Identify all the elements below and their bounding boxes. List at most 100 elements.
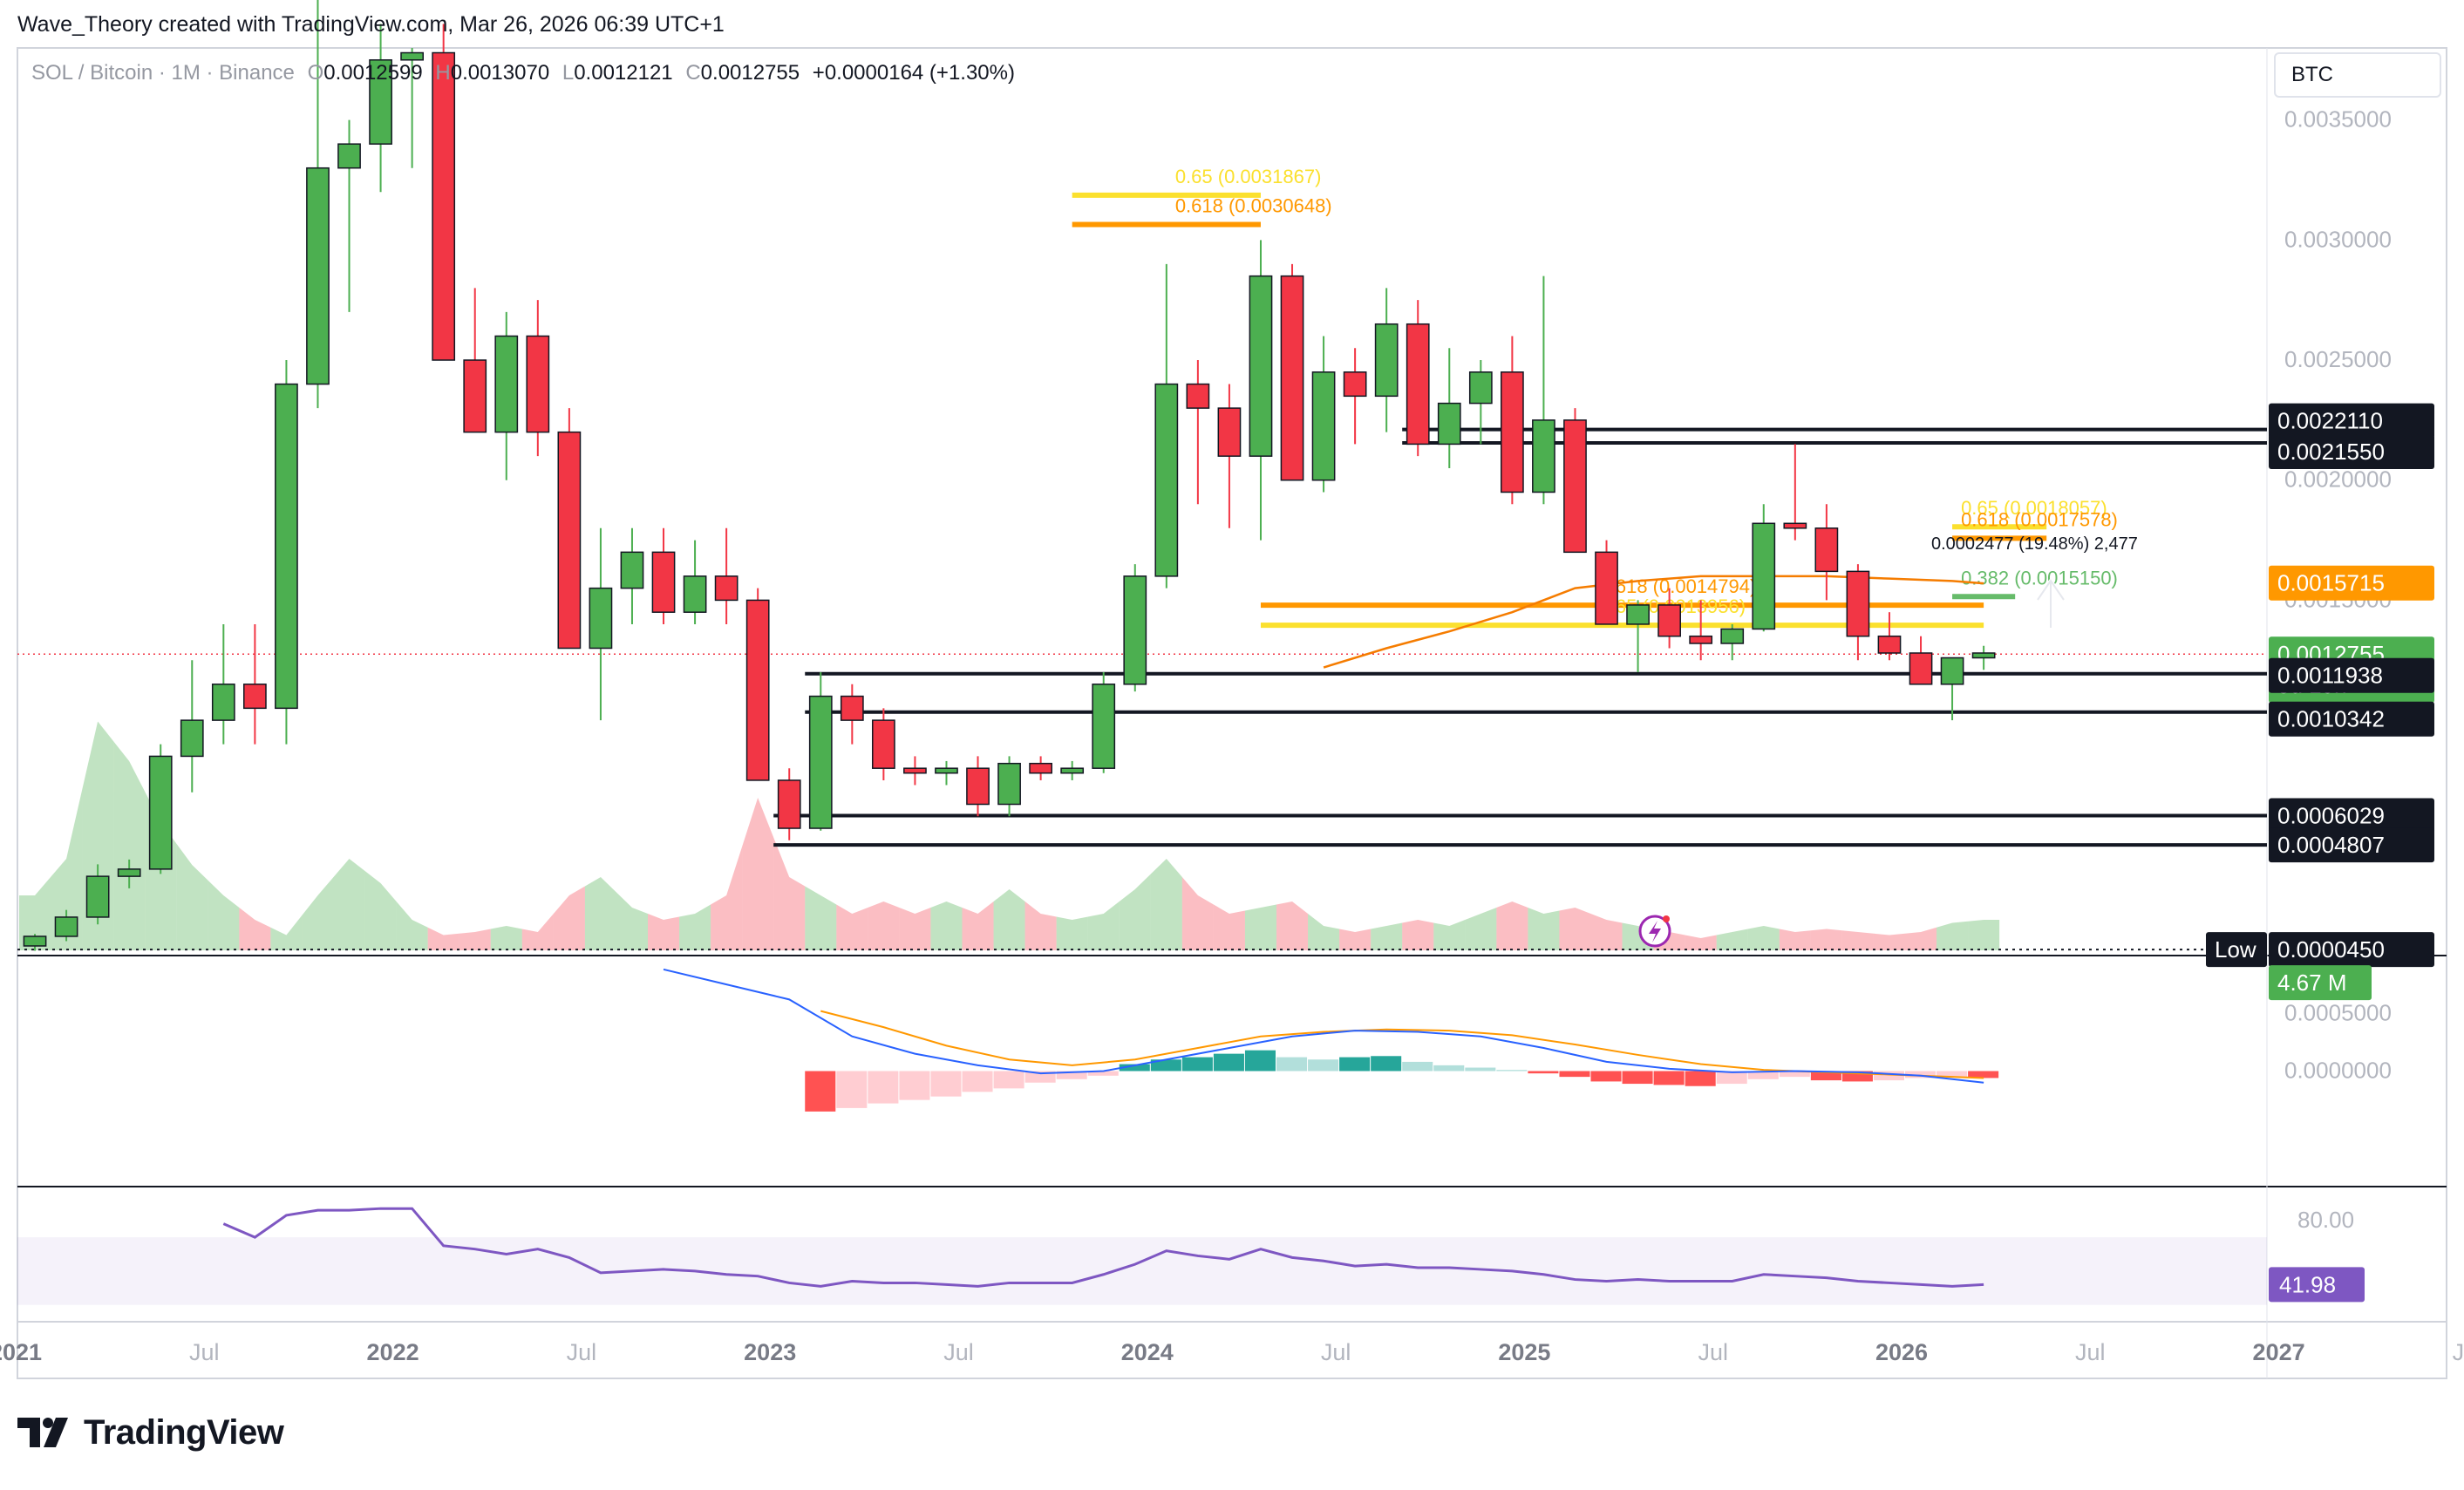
candle-body bbox=[1343, 371, 1367, 398]
tradingview-logo[interactable]: TradingView bbox=[17, 1411, 284, 1454]
price-tag[interactable]: 0.0010342 bbox=[2269, 701, 2434, 737]
price-tag[interactable]: 0.0006029 bbox=[2269, 798, 2434, 833]
candles-layer[interactable] bbox=[23, 0, 1996, 951]
candle[interactable] bbox=[872, 708, 895, 780]
candle[interactable] bbox=[808, 672, 833, 831]
candle-body bbox=[1752, 522, 1776, 630]
candle[interactable] bbox=[211, 623, 235, 745]
candle[interactable] bbox=[54, 909, 78, 942]
macd-histogram-bar bbox=[1496, 1070, 1528, 1072]
candle[interactable] bbox=[1154, 263, 1179, 589]
candle[interactable] bbox=[1217, 384, 1242, 528]
candle[interactable] bbox=[620, 527, 644, 624]
candle[interactable] bbox=[400, 48, 424, 168]
candle[interactable] bbox=[117, 859, 141, 888]
candle-body bbox=[1311, 371, 1336, 481]
candle[interactable] bbox=[589, 527, 613, 721]
candle[interactable] bbox=[243, 623, 267, 745]
candle[interactable] bbox=[369, 24, 392, 193]
candle-body bbox=[275, 383, 298, 710]
time-axis-tick: Jul bbox=[943, 1339, 974, 1365]
candle[interactable] bbox=[85, 864, 110, 925]
candle[interactable] bbox=[1123, 564, 1147, 692]
candle[interactable] bbox=[1060, 760, 1085, 780]
price-tag[interactable]: 0.0011938 bbox=[2269, 657, 2434, 693]
candle[interactable] bbox=[1971, 645, 1996, 670]
macd-histogram-bar bbox=[1213, 1053, 1244, 1072]
candle[interactable] bbox=[745, 588, 770, 781]
price-tag[interactable]: 0.0004807 bbox=[2269, 827, 2434, 863]
candle-body bbox=[337, 143, 361, 169]
candle[interactable] bbox=[935, 760, 958, 786]
candle[interactable] bbox=[1720, 623, 1745, 661]
candle[interactable] bbox=[1657, 588, 1681, 649]
candle[interactable] bbox=[1468, 360, 1493, 445]
candle[interactable] bbox=[148, 744, 173, 874]
candle[interactable] bbox=[463, 288, 487, 433]
candle[interactable] bbox=[1280, 263, 1304, 481]
price-tag[interactable]: 0.0021550 bbox=[2269, 434, 2434, 470]
candle[interactable] bbox=[1374, 288, 1399, 432]
candle[interactable] bbox=[1029, 756, 1052, 780]
price-tag[interactable]: 0.0022110 bbox=[2269, 403, 2434, 439]
candle[interactable] bbox=[1532, 276, 1555, 505]
candle[interactable] bbox=[1595, 540, 1618, 625]
candle[interactable] bbox=[557, 408, 582, 650]
candle[interactable] bbox=[1846, 564, 1870, 661]
candle[interactable] bbox=[180, 660, 204, 793]
candle[interactable] bbox=[966, 756, 990, 817]
candle-body bbox=[1060, 767, 1085, 774]
symbol-label[interactable]: SOL / Bitcoin · 1M · Binance bbox=[31, 61, 295, 85]
rsi-axis-tick: 80.00 bbox=[2297, 1207, 2354, 1233]
volume-tag[interactable]: 4.67 M bbox=[2269, 965, 2372, 1001]
candle[interactable] bbox=[683, 540, 707, 624]
candle[interactable] bbox=[714, 527, 739, 624]
candle-body bbox=[1437, 402, 1461, 446]
candle[interactable] bbox=[526, 300, 550, 457]
price-tag-text: 0.0010342 bbox=[2277, 706, 2385, 732]
candle-body bbox=[1217, 407, 1242, 457]
time-axis-tick: 2023 bbox=[744, 1339, 796, 1365]
candle[interactable] bbox=[1311, 336, 1336, 493]
macd-histogram-bar bbox=[962, 1071, 993, 1092]
flash-icon[interactable] bbox=[1638, 915, 1671, 948]
volume-segment bbox=[302, 877, 334, 950]
candle[interactable] bbox=[337, 119, 361, 312]
time-axis-tick: Jul bbox=[2453, 1339, 2464, 1365]
candle[interactable] bbox=[1186, 360, 1210, 505]
candle[interactable] bbox=[840, 684, 864, 745]
currency-button[interactable]: BTC bbox=[2274, 52, 2441, 98]
candle[interactable] bbox=[1437, 348, 1461, 468]
candle[interactable] bbox=[275, 360, 298, 745]
price-tag-ma[interactable]: 0.0015715 bbox=[2269, 565, 2434, 601]
candle[interactable] bbox=[1092, 672, 1116, 773]
candle[interactable] bbox=[1501, 336, 1524, 505]
price-tag[interactable]: 0.0000450 bbox=[2269, 932, 2434, 968]
candle[interactable] bbox=[1689, 600, 1713, 661]
candle[interactable] bbox=[306, 0, 330, 409]
candle[interactable] bbox=[777, 768, 801, 840]
candle[interactable] bbox=[1406, 300, 1430, 457]
candle[interactable] bbox=[1249, 240, 1273, 541]
candle[interactable] bbox=[1563, 408, 1587, 554]
candle[interactable] bbox=[651, 527, 676, 624]
candle-body bbox=[935, 767, 958, 774]
macd-histogram-bar bbox=[1150, 1059, 1181, 1072]
candle[interactable] bbox=[1909, 636, 1933, 685]
candle[interactable] bbox=[432, 24, 456, 361]
volume-segment bbox=[742, 798, 774, 950]
low-label: L bbox=[562, 61, 575, 85]
candle[interactable] bbox=[494, 311, 519, 480]
candle[interactable] bbox=[997, 756, 1021, 817]
candle[interactable] bbox=[1752, 504, 1776, 632]
candle[interactable] bbox=[1783, 444, 1807, 541]
candle[interactable] bbox=[23, 934, 47, 951]
candle[interactable] bbox=[903, 756, 927, 786]
candle[interactable] bbox=[1343, 348, 1367, 445]
candle[interactable] bbox=[1626, 600, 1650, 673]
candle[interactable] bbox=[1877, 612, 1902, 661]
candle[interactable] bbox=[1940, 657, 1964, 721]
tradingview-logo-icon bbox=[17, 1418, 68, 1447]
candle[interactable] bbox=[1814, 504, 1839, 601]
